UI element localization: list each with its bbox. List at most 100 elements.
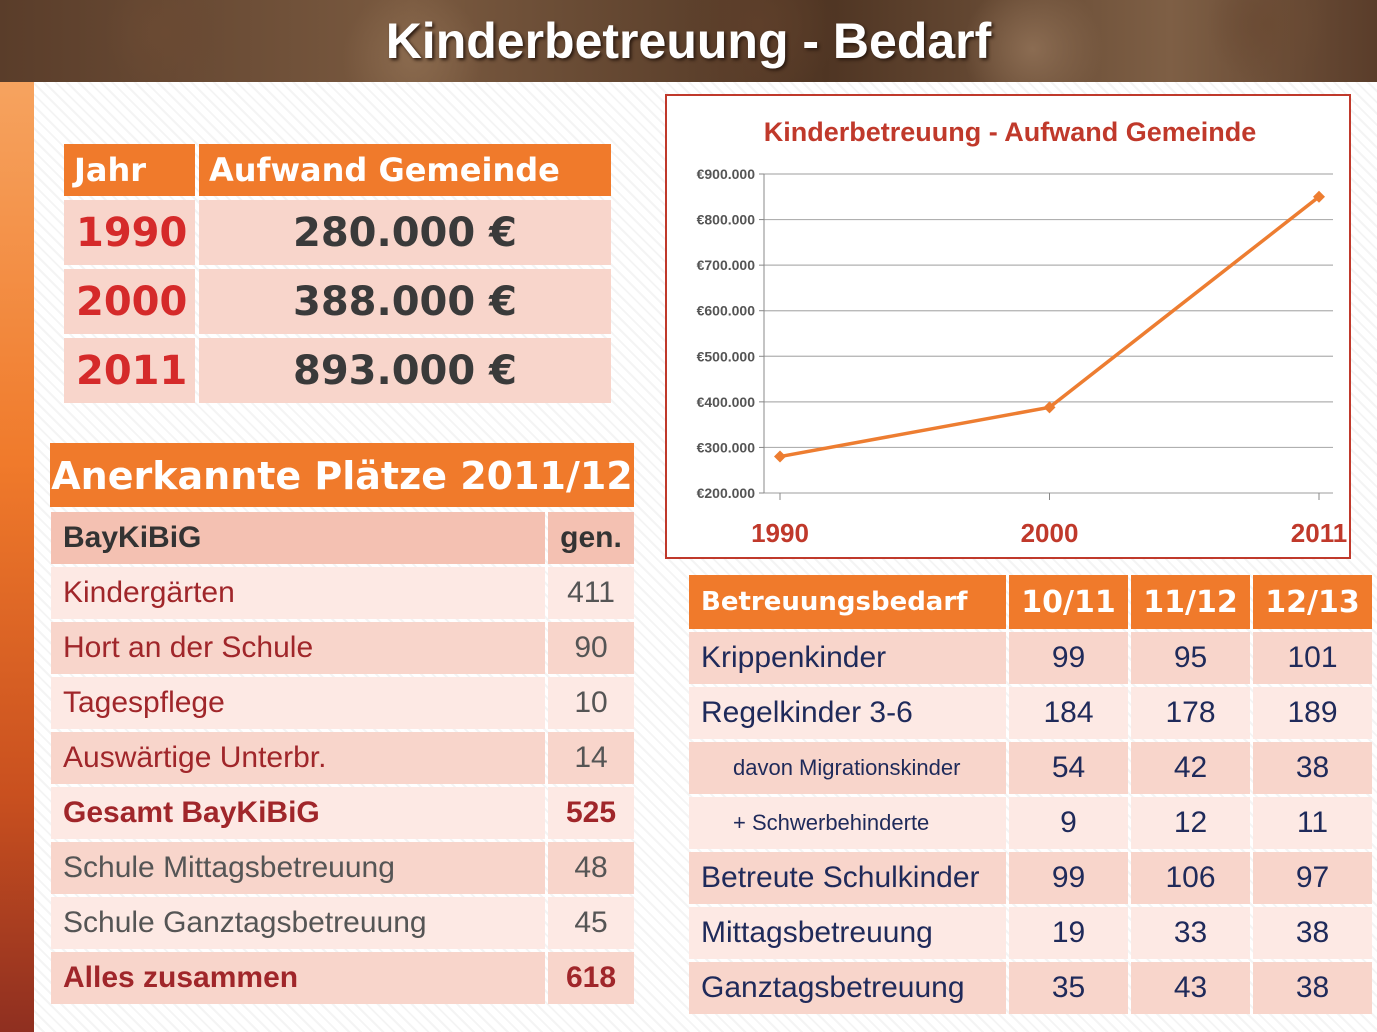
y-tick-label: €300.000: [697, 439, 756, 455]
bedarf-cell: 101: [1253, 632, 1372, 684]
bedarf-header-year: 10/11: [1009, 575, 1128, 629]
aufwand-table: Jahr Aufwand Gemeinde 1990 280.000 € 200…: [60, 140, 615, 407]
y-tick-label: €800.000: [697, 212, 756, 228]
plaetze-header-label: BayKiBiG: [51, 512, 545, 564]
aufwand-value: 280.000 €: [199, 200, 611, 265]
aufwand-value: 388.000 €: [199, 269, 611, 334]
y-tick-label: €700.000: [697, 257, 756, 273]
y-tick-label: €400.000: [697, 394, 756, 410]
bedarf-label: + Schwerbehinderte: [689, 797, 1006, 849]
bedarf-cell: 38: [1253, 907, 1372, 959]
bedarf-label: Mittagsbetreuung: [689, 907, 1006, 959]
bedarf-header-year: 12/13: [1253, 575, 1372, 629]
x-tick-label: 1990: [751, 518, 809, 548]
plaetze-value: 48: [548, 842, 634, 894]
table-row: Krippenkinder 99 95 101: [689, 632, 1372, 684]
y-tick-label: €600.000: [697, 303, 756, 319]
aufwand-value: 893.000 €: [199, 338, 611, 403]
plaetze-value: 14: [548, 732, 634, 784]
plaetze-label: Kindergärten: [51, 567, 545, 619]
data-point: [1313, 190, 1325, 203]
bedarf-cell: 33: [1131, 907, 1250, 959]
bedarf-cell: 178: [1131, 687, 1250, 739]
plaetze-label: Alles zusammen: [51, 952, 545, 1004]
table-row: Tagespflege 10: [51, 677, 634, 729]
x-tick-label: 2011: [1291, 518, 1347, 548]
table-row: Schule Mittagsbetreuung 48: [51, 842, 634, 894]
bedarf-cell: 184: [1009, 687, 1128, 739]
plaetze-header-value: gen.: [548, 512, 634, 564]
y-tick-label: €200.000: [697, 485, 756, 501]
plaetze-value: 45: [548, 897, 634, 949]
plaetze-header-row: BayKiBiG gen.: [51, 512, 634, 564]
bedarf-cell: 97: [1253, 852, 1372, 904]
aufwand-year: 2000: [64, 269, 195, 334]
bedarf-label: Betreute Schulkinder: [689, 852, 1006, 904]
bedarf-cell: 12: [1131, 797, 1250, 849]
plaetze-value: 525: [548, 787, 634, 839]
bedarf-label: davon Migrationskinder: [689, 742, 1006, 794]
x-tick-label: 2000: [1021, 518, 1079, 548]
table-row-total: Alles zusammen 618: [51, 952, 634, 1004]
plaetze-label: Auswärtige Unterbr.: [51, 732, 545, 784]
line-chart: Kinderbetreuung - Aufwand Gemeinde €200.0…: [697, 117, 1348, 548]
bedarf-cell: 38: [1253, 742, 1372, 794]
table-row: davon Migrationskinder 54 42 38: [689, 742, 1372, 794]
chart-title: Kinderbetreuung - Aufwand Gemeinde: [764, 117, 1257, 147]
aufwand-header-jahr: Jahr: [64, 144, 195, 196]
plaetze-label: Hort an der Schule: [51, 622, 545, 674]
bedarf-cell: 189: [1253, 687, 1372, 739]
bedarf-cell: 99: [1009, 632, 1128, 684]
aufwand-year: 1990: [64, 200, 195, 265]
plaetze-label: Tagespflege: [51, 677, 545, 729]
table-row: Mittagsbetreuung 19 33 38: [689, 907, 1372, 959]
bedarf-label: Krippenkinder: [689, 632, 1006, 684]
data-point: [1043, 401, 1056, 414]
aufwand-year: 2011: [64, 338, 195, 403]
table-row: Schule Ganztagsbetreuung 45: [51, 897, 634, 949]
plaetze-title: Anerkannte Plätze 2011/12: [50, 443, 634, 507]
table-row: Ganztagsbetreuung 35 43 38: [689, 962, 1372, 1014]
bedarf-label: Ganztagsbetreuung: [689, 962, 1006, 1014]
plaetze-value: 90: [548, 622, 634, 674]
aufwand-row: 1990 280.000 €: [64, 200, 611, 265]
plaetze-label: Schule Ganztagsbetreuung: [51, 897, 545, 949]
table-row: Hort an der Schule 90: [51, 622, 634, 674]
y-tick-label: €500.000: [697, 348, 756, 364]
plaetze-table: BayKiBiG gen. Kindergärten 411 Hort an d…: [48, 509, 637, 1007]
bedarf-header-year: 11/12: [1131, 575, 1250, 629]
plaetze-label: Gesamt BayKiBiG: [51, 787, 545, 839]
plaetze-value: 411: [548, 567, 634, 619]
plaetze-value: 10: [548, 677, 634, 729]
bedarf-header-row: Betreuungsbedarf 10/11 11/12 12/13: [689, 575, 1372, 629]
aufwand-row: 2011 893.000 €: [64, 338, 611, 403]
table-row: Regelkinder 3-6 184 178 189: [689, 687, 1372, 739]
bedarf-cell: 9: [1009, 797, 1128, 849]
bedarf-cell: 95: [1131, 632, 1250, 684]
left-accent-bar: [0, 82, 34, 1032]
table-row-total: Gesamt BayKiBiG 525: [51, 787, 634, 839]
chart-panel: Kinderbetreuung - Aufwand Gemeinde €200.0…: [665, 94, 1351, 559]
bedarf-header-label: Betreuungsbedarf: [689, 575, 1006, 629]
bedarf-cell: 43: [1131, 962, 1250, 1014]
title-banner: Kinderbetreuung - Bedarf: [0, 0, 1377, 82]
table-row: Auswärtige Unterbr. 14: [51, 732, 634, 784]
bedarf-cell: 38: [1253, 962, 1372, 1014]
y-tick-label: €900.000: [697, 166, 756, 182]
bedarf-cell: 42: [1131, 742, 1250, 794]
bedarf-cell: 99: [1009, 852, 1128, 904]
table-row: Kindergärten 411: [51, 567, 634, 619]
bedarf-cell: 19: [1009, 907, 1128, 959]
bedarf-cell: 11: [1253, 797, 1372, 849]
aufwand-row: 2000 388.000 €: [64, 269, 611, 334]
bedarf-cell: 106: [1131, 852, 1250, 904]
bedarf-cell: 35: [1009, 962, 1128, 1014]
plaetze-label: Schule Mittagsbetreuung: [51, 842, 545, 894]
bedarf-cell: 54: [1009, 742, 1128, 794]
data-point: [774, 450, 786, 463]
table-row: + Schwerbehinderte 9 12 11: [689, 797, 1372, 849]
page-title: Kinderbetreuung - Bedarf: [385, 13, 992, 69]
series-line: [779, 195, 1321, 459]
plaetze-value: 618: [548, 952, 634, 1004]
bedarf-table: Betreuungsbedarf 10/11 11/12 12/13 Kripp…: [686, 572, 1375, 1017]
